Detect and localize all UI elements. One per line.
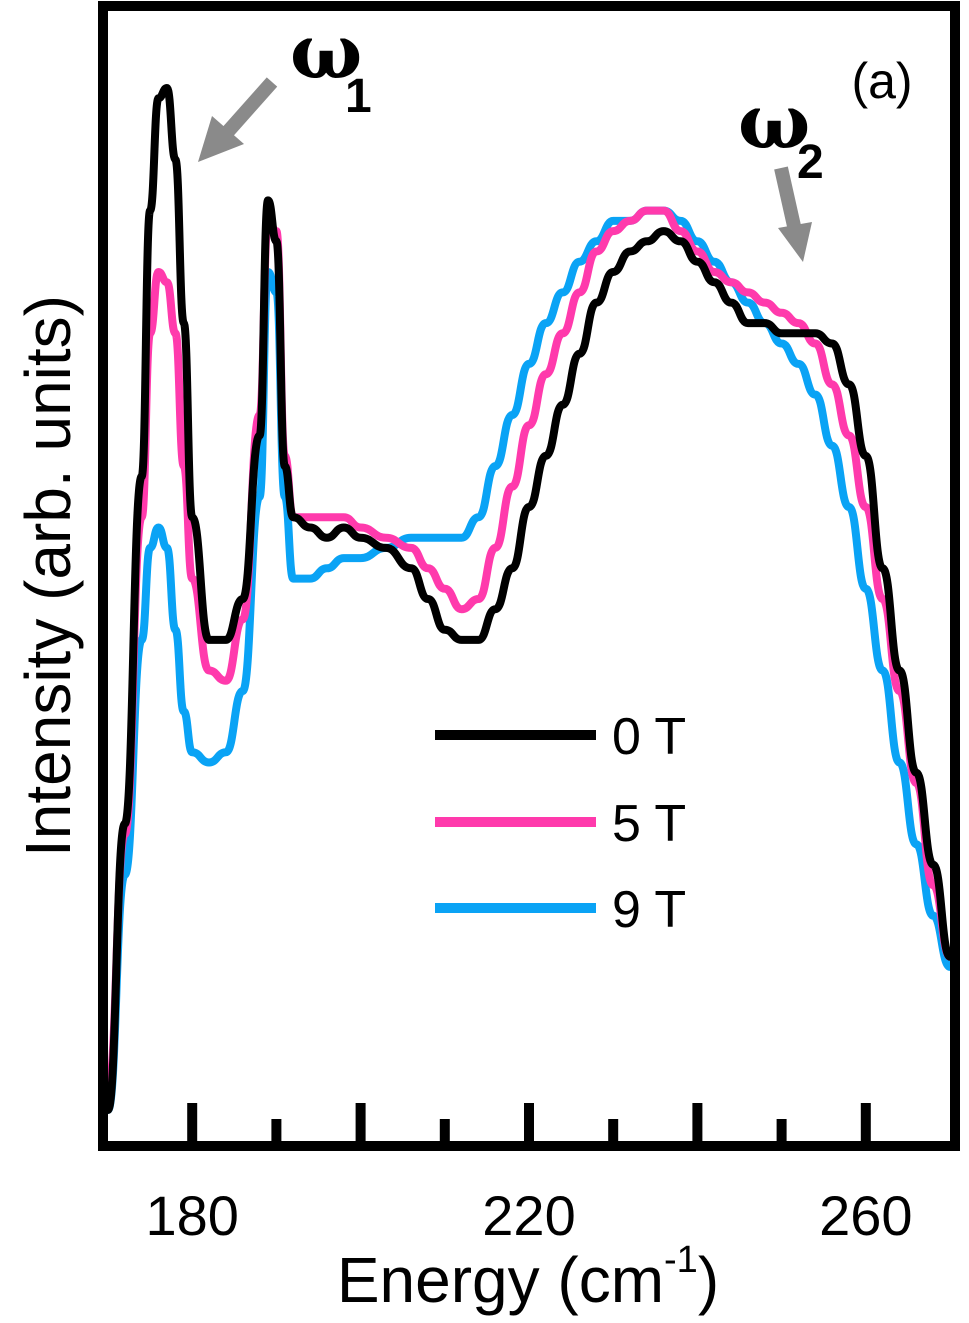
legend-item-5t: 5 T [435, 795, 686, 853]
x-tick-label-180: 180 [145, 1184, 238, 1247]
x-tick-labels: 180 220 260 [145, 1184, 912, 1247]
legend-label-9t: 9 T [612, 881, 686, 939]
omega2-arrow-icon [774, 166, 812, 262]
series-line-9t [104, 206, 953, 1114]
omega2-subscript: 2 [797, 136, 824, 189]
legend-label-0t: 0 T [612, 708, 686, 766]
plot-frame [98, 1, 960, 1151]
x-tick-label-260: 260 [819, 1184, 912, 1247]
omega1-symbol: ω [290, 7, 362, 96]
x-ticks [187, 1103, 871, 1141]
legend-item-0t: 0 T [435, 708, 686, 766]
x-axis-label: Energy (cm-1) [337, 1239, 719, 1316]
y-axis-label: Intensity (arb. units) [12, 295, 84, 857]
series-line-0t [104, 84, 954, 1114]
omega1-arrow-icon [198, 77, 278, 162]
omega2-symbol: ω [738, 77, 810, 166]
omega1-annotation: ω 1 [198, 7, 372, 162]
omega2-annotation: ω 2 [738, 77, 824, 262]
legend: 0 T 5 T 9 T [435, 708, 686, 939]
series-layer [104, 84, 954, 1114]
legend-item-9t: 9 T [435, 881, 686, 939]
panel-label: (a) [851, 53, 912, 109]
omega1-subscript: 1 [345, 70, 372, 123]
annotations: ω 1 ω 2 [198, 7, 824, 262]
legend-label-5t: 5 T [612, 795, 686, 853]
x-tick-label-220: 220 [482, 1184, 575, 1247]
